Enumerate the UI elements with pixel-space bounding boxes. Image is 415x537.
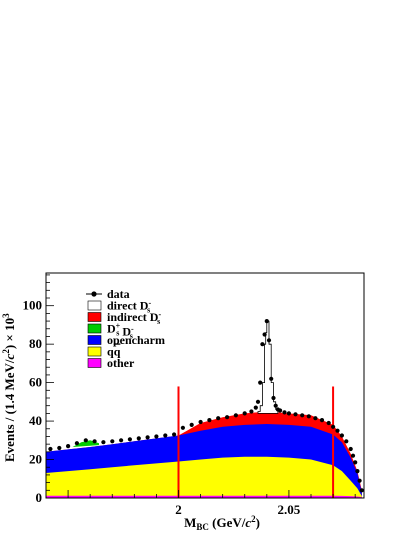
- data-point: [225, 415, 230, 420]
- data-point: [110, 439, 115, 444]
- legend-marker: [91, 291, 97, 297]
- data-point: [101, 440, 106, 445]
- data-point: [258, 380, 263, 385]
- data-point: [357, 478, 362, 483]
- data-point: [233, 413, 238, 418]
- y-tick-label: 100: [23, 298, 43, 313]
- data-point: [136, 436, 141, 441]
- legend-label: opencharm: [107, 333, 165, 347]
- area-dsds: [72, 440, 99, 447]
- y-tick-label: 80: [29, 336, 42, 351]
- y-tick-label: 40: [29, 413, 42, 428]
- data-point: [180, 425, 185, 430]
- legend-swatch: [87, 346, 102, 357]
- data-point: [262, 332, 267, 337]
- data-point: [273, 403, 278, 408]
- data-point: [335, 428, 340, 433]
- legend-entry: data: [86, 287, 130, 301]
- area-other: [46, 495, 362, 498]
- data-point: [92, 439, 97, 444]
- legend-entry: opencharm: [87, 333, 165, 347]
- data-point: [339, 433, 344, 438]
- legend-label: qq: [107, 345, 121, 359]
- data-point: [293, 412, 298, 417]
- legend-entry: D+ s D-s: [87, 322, 134, 341]
- data-point: [154, 434, 159, 439]
- data-point: [344, 439, 349, 444]
- legend-entry: direct D-s: [87, 299, 151, 315]
- y-axis-title: Events / (1.4 MeV/c2) × 103: [1, 313, 17, 462]
- data-point: [145, 435, 150, 440]
- legend-label: indirect D-s: [107, 310, 161, 326]
- signal-window-lines: [177, 386, 335, 498]
- data-point: [198, 419, 203, 425]
- legend-entry: qq: [87, 345, 121, 359]
- data-point: [48, 446, 53, 452]
- data-point: [313, 416, 318, 421]
- legend-label: D+ s D-s: [107, 322, 134, 341]
- data-point: [66, 444, 71, 449]
- legend-swatch: [87, 358, 102, 368]
- legend-entry: indirect D-s: [87, 310, 161, 326]
- y-tick-label: 20: [29, 452, 42, 467]
- legend-label: direct D-s: [107, 299, 151, 315]
- legend-swatch: [87, 335, 102, 345]
- data-points: [48, 319, 364, 493]
- data-point: [74, 441, 79, 446]
- data-point: [359, 488, 364, 493]
- peak-direct-ds: [257, 320, 279, 414]
- x-axis-ticks: 2 2.05: [45, 490, 356, 517]
- data-point: [353, 460, 358, 465]
- data-point: [350, 453, 356, 458]
- data-point: [271, 395, 276, 401]
- data-point: [207, 418, 212, 423]
- data-point: [306, 414, 311, 419]
- data-point: [249, 409, 254, 414]
- direct-ds-peak: [257, 320, 279, 414]
- data-point: [269, 376, 274, 381]
- data-point: [83, 438, 88, 443]
- stacked-areas: [46, 411, 362, 498]
- data-point: [319, 418, 325, 423]
- data-point: [278, 408, 283, 413]
- data-point: [355, 469, 360, 474]
- x-tick-label: 2.05: [278, 502, 301, 517]
- legend-swatch: [87, 312, 102, 322]
- data-point: [286, 411, 291, 416]
- data-point: [57, 445, 62, 451]
- y-tick-label: 60: [29, 375, 42, 390]
- data-point: [264, 319, 269, 324]
- area-qq: [46, 456, 362, 498]
- y-axis-ticks: 0 20 40 60 80 100: [23, 274, 54, 505]
- data-point: [282, 410, 287, 415]
- data-point: [266, 338, 272, 343]
- data-point: [260, 342, 265, 347]
- data-point: [242, 411, 247, 416]
- data-point: [189, 422, 194, 427]
- y-tick-label: 0: [36, 490, 43, 505]
- legend-swatch: [87, 323, 102, 334]
- data-point: [326, 420, 331, 426]
- data-point: [348, 446, 353, 452]
- legend-label: data: [107, 287, 130, 301]
- legend-entry: other: [87, 356, 135, 370]
- data-point: [119, 438, 124, 443]
- x-axis-title: MBC (GeV/c2): [184, 514, 260, 532]
- legend-label: other: [107, 356, 135, 370]
- x-tick-label: 2: [175, 502, 182, 517]
- plot-frame: [45, 272, 365, 499]
- data-point: [127, 437, 132, 442]
- data-point: [331, 424, 336, 429]
- data-point: [255, 399, 261, 404]
- data-point: [300, 413, 305, 418]
- legend-swatch: [87, 300, 102, 311]
- data-point: [216, 416, 221, 421]
- data-point: [253, 405, 258, 410]
- data-point: [172, 432, 177, 437]
- data-point: [163, 433, 168, 438]
